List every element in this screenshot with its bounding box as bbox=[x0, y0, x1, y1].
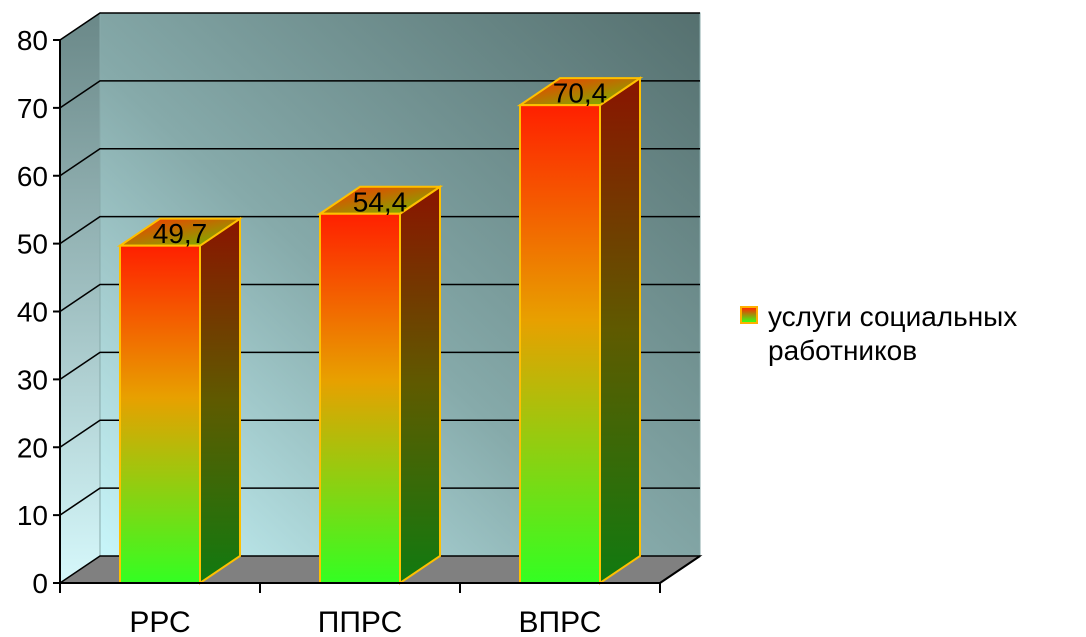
gridline bbox=[59, 487, 700, 516]
category-label: ППРС bbox=[318, 606, 402, 637]
bar-side bbox=[599, 76, 641, 585]
gridline bbox=[59, 283, 700, 313]
category-label: ВПРС bbox=[519, 606, 602, 637]
y-tick-label: 30 bbox=[17, 364, 48, 395]
y-tick-label: 70 bbox=[17, 93, 48, 124]
bar-side bbox=[199, 216, 241, 585]
y-tick-label: 60 bbox=[17, 161, 48, 192]
data-label: 70,4 bbox=[553, 78, 608, 109]
legend-label: услуги социальных работников bbox=[768, 301, 1018, 366]
y-tick-label: 10 bbox=[17, 500, 48, 531]
bar-side bbox=[399, 184, 441, 585]
y-tick-label: 0 bbox=[32, 568, 48, 599]
category-label: РРС bbox=[129, 606, 190, 637]
axes bbox=[53, 39, 701, 593]
gridline bbox=[59, 419, 700, 448]
bar-front bbox=[319, 212, 401, 584]
gridline bbox=[59, 215, 700, 245]
gridline bbox=[59, 12, 700, 41]
bar-3 bbox=[516, 76, 644, 585]
data-label: 54,4 bbox=[353, 186, 408, 217]
data-label: 49,7 bbox=[153, 218, 208, 249]
bar-2 bbox=[316, 184, 444, 585]
gridline bbox=[59, 147, 700, 177]
gridline bbox=[59, 351, 700, 381]
floor-edge bbox=[659, 555, 701, 584]
bar-1 bbox=[116, 216, 244, 585]
gridline bbox=[59, 80, 700, 109]
y-tick-label: 80 bbox=[17, 25, 48, 56]
bar-front bbox=[119, 244, 201, 584]
bars bbox=[116, 76, 644, 585]
bar-front bbox=[519, 104, 601, 584]
gridlines bbox=[59, 12, 700, 516]
y-tick-label: 40 bbox=[17, 297, 48, 328]
labels: 49,7 РРС 54,4 ППРС 70,4 ВПРС 0 10 20 30 40 50 60 70 80 bbox=[17, 25, 607, 637]
y-tick-label: 50 bbox=[17, 229, 48, 260]
y-tick-label: 20 bbox=[17, 432, 48, 463]
legend-swatch bbox=[740, 306, 758, 324]
